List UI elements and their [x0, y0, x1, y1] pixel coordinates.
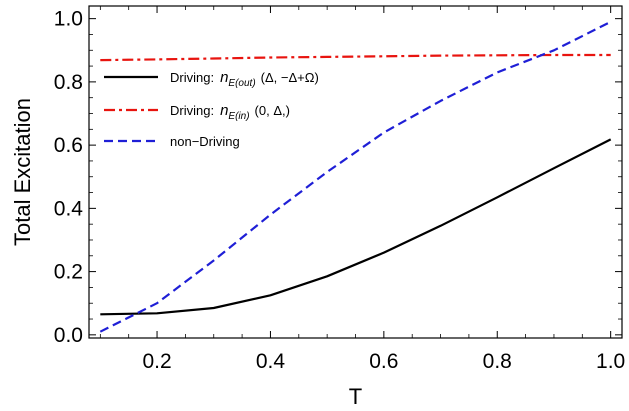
x-tick-label: 1.0	[596, 350, 625, 373]
series-line-2	[100, 53, 611, 62]
legend-label-symbol: n	[220, 69, 228, 86]
x-tick-label: 0.4	[256, 350, 286, 373]
y-tick-label: 0.8	[54, 71, 83, 94]
y-tick-label: 0.4	[54, 197, 84, 220]
legend-label-prefix: Driving:	[170, 70, 214, 85]
y-tick-label: 0.2	[54, 261, 83, 284]
series-lines	[99, 20, 612, 333]
legend-label-symbol: n	[220, 102, 228, 119]
x-tick-label: 0.6	[369, 350, 398, 373]
series-line-1	[100, 138, 612, 316]
x-tick-label: 0.8	[483, 350, 512, 373]
legend-label-3: non−Driving	[170, 134, 240, 149]
y-axis-label: Total Excitation	[10, 98, 35, 246]
y-tick-label: 1.0	[54, 8, 83, 31]
x-axis-label: T	[349, 384, 362, 409]
x-tick-label: 0.2	[142, 350, 171, 373]
axis-ticks: 0.2 0.4 0.6 0.8 1.0 0.0 0.2 0.4 0.6 0.8 1.0	[54, 6, 625, 373]
legend: Driving: nE(out) (Δ, −Δ+Ω)Driving: nE(in) (0…	[104, 69, 319, 149]
legend-label-prefix: non−Driving	[170, 134, 240, 149]
series-line-3	[99, 20, 612, 333]
y-tick-label: 0.0	[54, 324, 83, 347]
legend-label-subscript: E(in)	[228, 111, 249, 122]
legend-label-prefix: Driving:	[170, 103, 214, 118]
legend-label-2: Driving: nE(in) (0, Δ,)	[170, 102, 290, 122]
legend-label-suffix: (Δ, −Δ+Ω)	[261, 70, 319, 85]
legend-label-1: Driving: nE(out) (Δ, −Δ+Ω)	[170, 69, 319, 89]
legend-label-subscript: E(out)	[228, 78, 255, 89]
y-tick-label: 0.6	[54, 134, 83, 157]
legend-label-suffix: (0, Δ,)	[255, 103, 290, 118]
